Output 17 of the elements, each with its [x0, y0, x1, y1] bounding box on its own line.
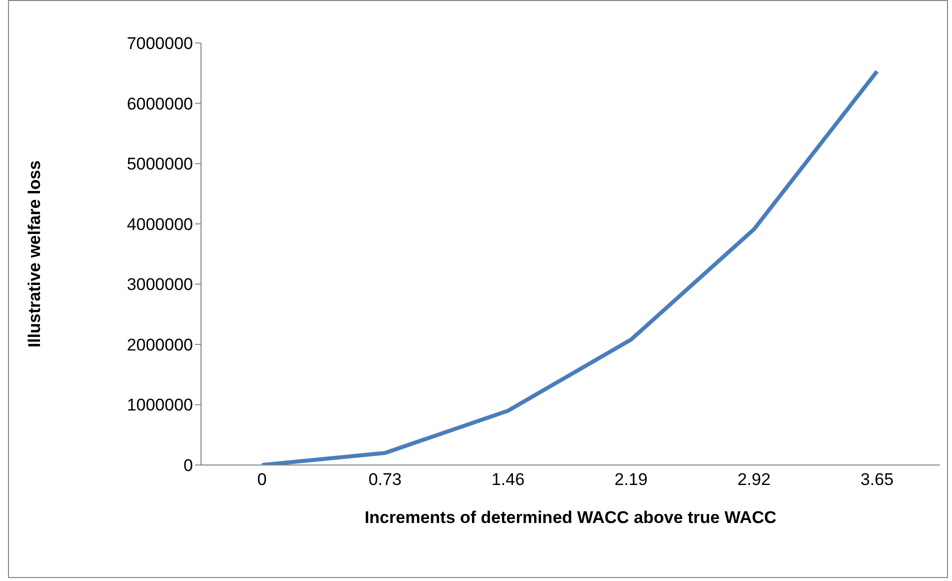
x-tick-label: 2.92: [737, 470, 771, 490]
y-tick-label: 0: [184, 456, 193, 476]
line-series: [260, 69, 879, 465]
y-tick-label: 6000000: [126, 94, 193, 114]
x-tick-label: 3.65: [860, 470, 894, 490]
y-tick-label: 1000000: [126, 396, 193, 415]
y-tick-label: 4000000: [126, 214, 193, 234]
y-tick-label: 5000000: [126, 154, 193, 174]
x-tick-label: 1.46: [491, 470, 525, 490]
x-axis-title: Increments of determined WACC above true WACC: [364, 508, 776, 527]
y-tick-label: 7000000: [126, 34, 193, 54]
y-tick-label: 3000000: [126, 275, 193, 294]
x-tick-label: 2.19: [614, 470, 648, 490]
y-axis-title: Illustrative welfare loss: [25, 160, 44, 348]
x-tick-label: 0: [257, 470, 267, 490]
x-tick-label: 0.73: [368, 470, 402, 490]
y-tick-label: 2000000: [126, 335, 193, 354]
